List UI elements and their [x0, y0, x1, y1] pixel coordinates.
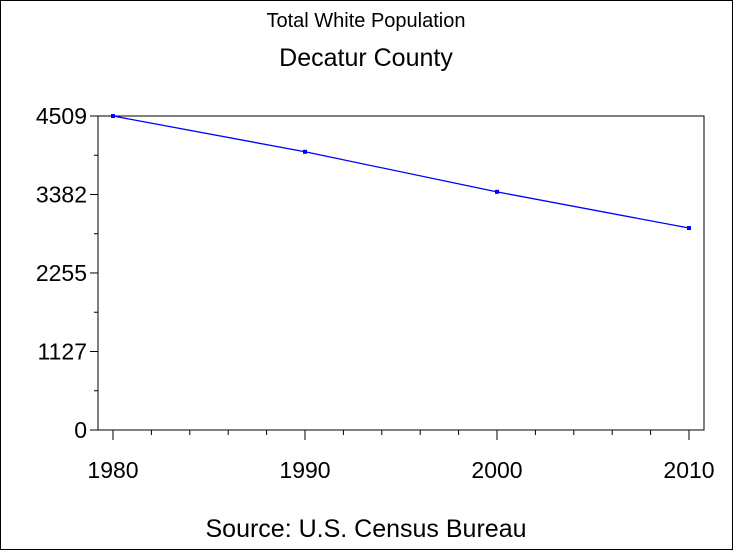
y-tick-label: 1127 — [38, 339, 87, 365]
x-tick-label: 1980 — [87, 457, 138, 483]
x-tick-label: 1990 — [279, 457, 330, 483]
data-point — [111, 114, 115, 118]
y-tick-label: 2255 — [36, 260, 87, 286]
y-tick-label: 0 — [74, 417, 87, 443]
chart-subtitle: Decatur County — [279, 44, 453, 72]
data-point — [687, 226, 691, 231]
x-tick-label: 2000 — [471, 457, 522, 483]
source-note: Source: U.S. Census Bureau — [206, 515, 527, 543]
series-line — [112, 115, 690, 229]
chart-title: Total White Population — [266, 10, 465, 32]
x-axis: 1980 1990 2000 2010 — [87, 430, 715, 483]
plot-area — [97, 115, 705, 431]
series-group — [111, 114, 691, 231]
y-tick-label: 4509 — [36, 103, 87, 129]
y-tick-label: 3382 — [36, 181, 87, 207]
data-point — [303, 149, 307, 154]
y-axis: 0 1127 2255 3382 4509 — [36, 103, 98, 443]
x-tick-label: 2010 — [663, 457, 714, 483]
data-point — [495, 189, 499, 194]
